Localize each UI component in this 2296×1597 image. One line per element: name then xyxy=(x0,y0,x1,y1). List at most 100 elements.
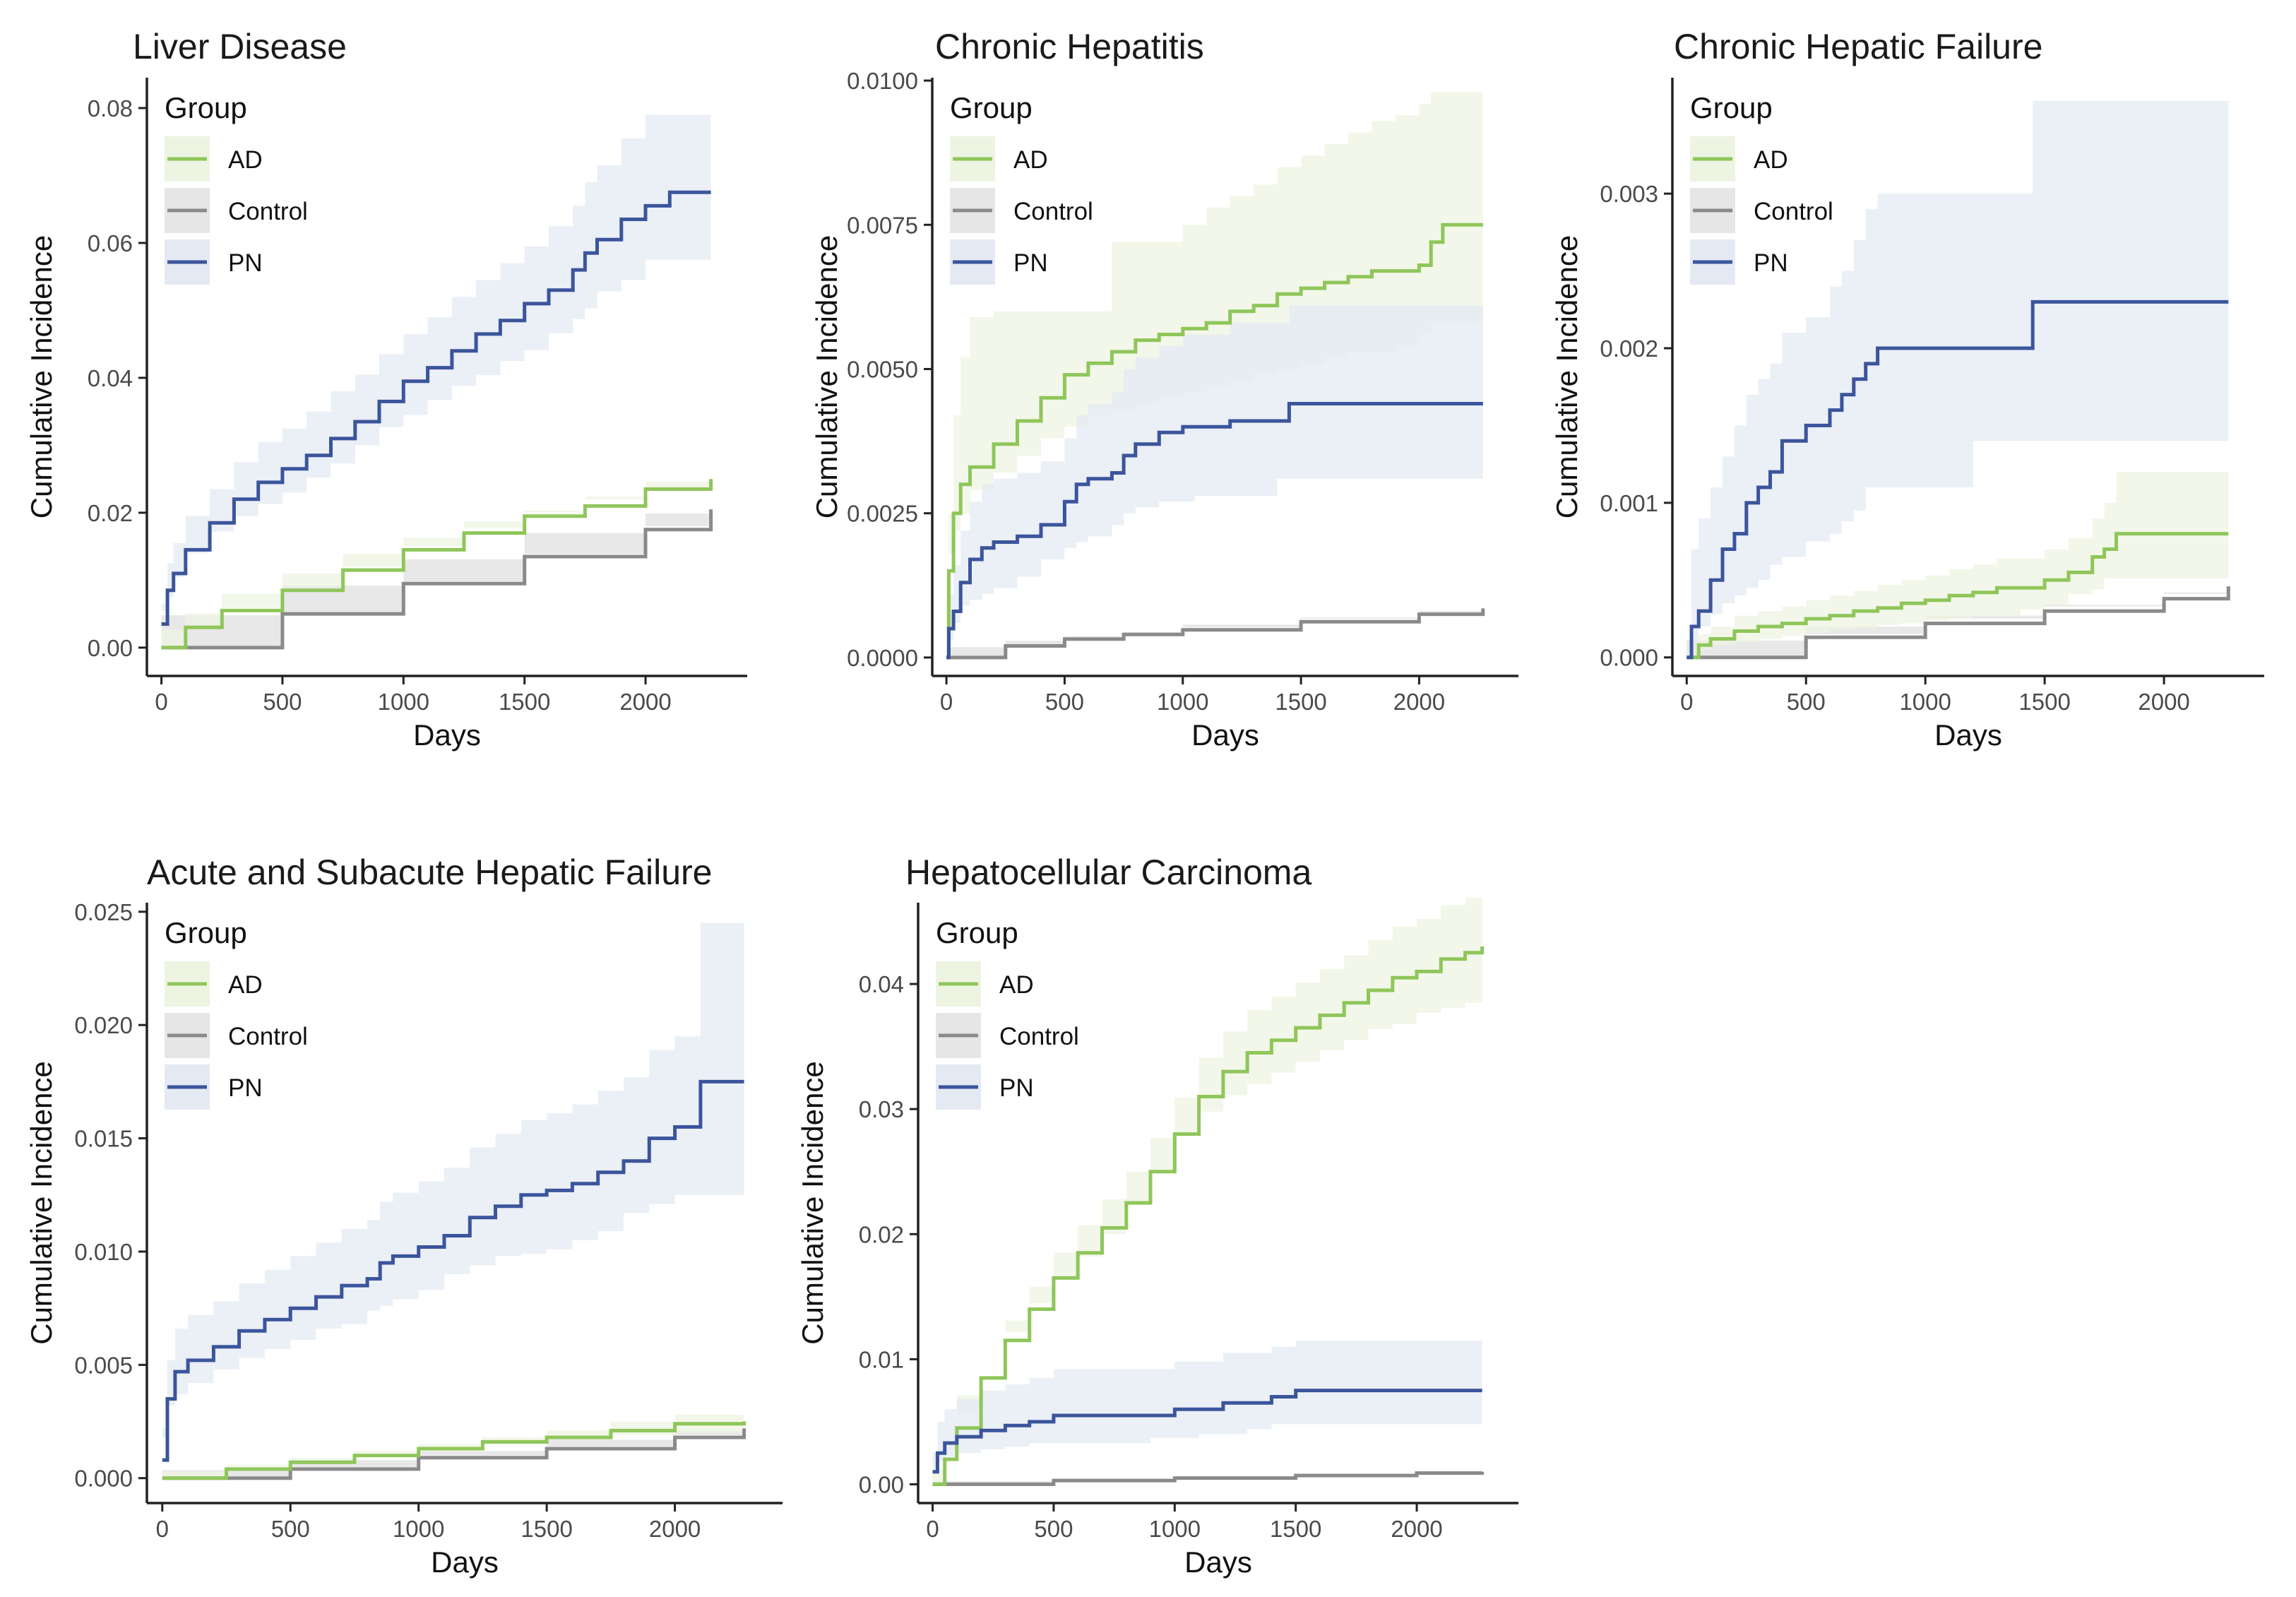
legend-title: Group xyxy=(165,916,247,949)
chart-title: Acute and Subacute Hepatic Failure xyxy=(147,853,713,892)
y-tick-label: 0.04 xyxy=(859,971,904,997)
y-axis-title: Cumulative Incidence xyxy=(796,1061,829,1345)
x-axis-title: Days xyxy=(1184,1545,1252,1579)
legend-title: Group xyxy=(950,91,1033,124)
x-axis-title: Days xyxy=(413,718,481,752)
y-tick-label: 0.00 xyxy=(88,635,133,661)
x-tick-label: 1000 xyxy=(378,689,429,715)
y-tick-label: 0.025 xyxy=(74,899,133,925)
y-tick-label: 0.02 xyxy=(88,500,133,526)
y-tick-label: 0.04 xyxy=(88,365,133,391)
y-tick-label: 0.015 xyxy=(74,1126,133,1152)
legend-label-pn: PN xyxy=(228,1074,263,1102)
x-tick-label: 500 xyxy=(263,689,302,715)
x-tick-label: 1000 xyxy=(1157,689,1208,715)
legend-label-ad: AD xyxy=(1754,146,1788,174)
legend-label-ad: AD xyxy=(999,971,1034,999)
x-tick-label: 0 xyxy=(1680,689,1693,715)
series-line-ad xyxy=(161,479,713,650)
y-tick-label: 0.001 xyxy=(1600,490,1658,516)
x-tick-label: 1000 xyxy=(1149,1516,1201,1542)
ci-ribbon-ad xyxy=(932,896,1482,1485)
ci-ribbon-pn xyxy=(162,922,744,1474)
chart-title: Liver Disease xyxy=(133,27,347,66)
x-tick-label: 1000 xyxy=(393,1516,444,1542)
series-line-control xyxy=(946,608,1485,660)
y-axis-title: Cumulative Incidence xyxy=(25,235,58,519)
x-tick-label: 0 xyxy=(156,1516,169,1542)
x-tick-label: 0 xyxy=(926,1516,939,1542)
legend-label-pn: PN xyxy=(1013,249,1048,277)
ci-ribbon-pn xyxy=(946,305,1483,658)
legend-label-ad: AD xyxy=(228,971,263,999)
y-tick-label: 0.01 xyxy=(859,1346,904,1372)
ci-ribbon-ad xyxy=(161,468,711,648)
x-tick-label: 2000 xyxy=(649,1516,701,1542)
x-tick-label: 500 xyxy=(1787,689,1826,715)
legend: Group AD Control PN xyxy=(936,916,1079,1110)
legend: Group AD Control PN xyxy=(950,91,1093,285)
y-tick-label: 0.0050 xyxy=(847,356,918,382)
series-line-pn xyxy=(932,1389,1482,1474)
ci-ribbon-control xyxy=(946,604,1483,658)
series-line-pn xyxy=(946,402,1483,660)
ci-ribbon-ad xyxy=(162,1410,744,1478)
chart-panel-chronic-hepatitis: Chronic Hepatitis 0.0000 0.0025 0.0050 0.007… xyxy=(810,27,1518,752)
legend-title: Group xyxy=(1690,91,1773,124)
y-tick-label: 0.03 xyxy=(859,1096,904,1122)
x-tick-label: 500 xyxy=(1045,689,1084,715)
chart-title: Chronic Hepatic Failure xyxy=(1674,27,2042,66)
legend-title: Group xyxy=(936,916,1018,949)
ci-ribbon-control xyxy=(162,1425,744,1478)
series-line-ad xyxy=(946,222,1483,660)
series-line-ad xyxy=(932,946,1485,1486)
legend-label-ad: AD xyxy=(1013,146,1048,174)
series-line-control xyxy=(161,509,713,650)
series-line-pn xyxy=(161,190,711,626)
x-tick-label: 0 xyxy=(155,689,167,715)
chart-panel-chronic-hepatic-failure: Chronic Hepatic Failure 0.000 0.001 0.002 0.… xyxy=(1550,27,2264,752)
y-tick-label: 0.020 xyxy=(74,1012,133,1038)
legend-label-pn: PN xyxy=(228,249,263,277)
chart-title: Chronic Hepatitis xyxy=(935,27,1204,66)
legend-title: Group xyxy=(165,91,247,124)
plot-area xyxy=(946,92,1485,660)
legend-label-control: Control xyxy=(999,1023,1079,1050)
legend-label-control: Control xyxy=(1754,198,1833,225)
y-tick-label: 0.002 xyxy=(1600,336,1658,362)
chart-panel-acute-and-subacute-hepatic-failure: Acute and Subacute Hepatic Failure 0.000 0… xyxy=(25,853,783,1579)
legend-label-ad: AD xyxy=(228,146,263,174)
ci-ribbon-pn xyxy=(1687,100,2229,658)
legend-label-pn: PN xyxy=(999,1074,1034,1102)
series-line-ad xyxy=(162,1421,747,1480)
y-axis-title: Cumulative Incidence xyxy=(25,1061,58,1345)
chart-panel-hepatocellular-carcinoma: Hepatocellular Carcinoma 0.00 0.01 0.02 0.03… xyxy=(796,853,1518,1579)
x-tick-label: 2000 xyxy=(1393,689,1445,715)
legend-label-control: Control xyxy=(1013,198,1093,225)
series-line-pn xyxy=(1687,299,2229,660)
series-line-pn xyxy=(162,1079,744,1462)
x-axis-title: Days xyxy=(1934,718,2002,752)
plot-area xyxy=(162,922,747,1480)
y-tick-label: 0.08 xyxy=(88,95,133,121)
y-axis-title: Cumulative Incidence xyxy=(1550,235,1583,519)
series-line-control xyxy=(1687,586,2230,660)
series-line-control xyxy=(162,1428,747,1480)
y-tick-label: 0.0075 xyxy=(847,212,918,238)
y-tick-label: 0.010 xyxy=(74,1239,133,1265)
y-tick-label: 0.0100 xyxy=(847,68,918,94)
x-tick-label: 2000 xyxy=(2138,689,2189,715)
x-tick-label: 1500 xyxy=(521,1516,572,1542)
legend: Group AD Control PN xyxy=(165,916,308,1110)
ci-ribbon-pn xyxy=(161,114,711,638)
y-tick-label: 0.005 xyxy=(74,1352,133,1378)
legend-label-control: Control xyxy=(228,1023,308,1050)
x-tick-label: 1500 xyxy=(2018,689,2070,715)
series-line-ad xyxy=(1687,532,2229,660)
x-tick-label: 1000 xyxy=(1899,689,1951,715)
ci-ribbon-ad xyxy=(1687,472,2229,658)
y-tick-label: 0.06 xyxy=(88,230,133,256)
y-tick-label: 0.0025 xyxy=(847,501,918,527)
chart-panel-liver-disease: Liver Disease 0.00 0.02 0.04 0.06 0.08 0 500 100… xyxy=(25,27,747,752)
